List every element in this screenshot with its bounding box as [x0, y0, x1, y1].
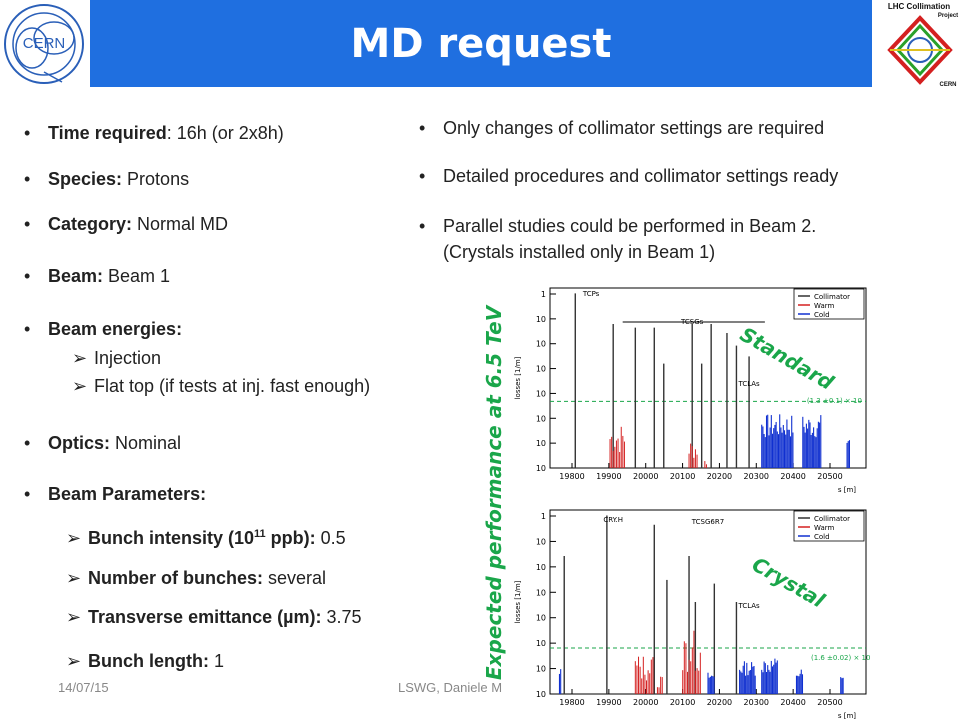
- y-tick-label: 10: [536, 315, 546, 324]
- x-tick-label: 20500: [817, 698, 842, 707]
- energy-item-flat-top: ➢ Flat top (if tests at inj. fast enough): [72, 376, 371, 396]
- bullet-category: • Category: Normal MD: [24, 214, 229, 234]
- legend-label: Warm: [814, 302, 835, 310]
- svg-text:LHC Collimation: LHC Collimation: [888, 2, 950, 11]
- x-tick-label: 20000: [633, 698, 658, 707]
- y-tick-label: 10: [536, 439, 546, 448]
- cern-logo: CERN: [4, 4, 84, 84]
- legend-label: Collimator: [814, 293, 850, 301]
- param-transverse-emittance: ➢ Transverse emittance (µm): 3.75: [66, 607, 362, 627]
- y-axis-label: losses [1/m]: [514, 580, 522, 623]
- x-tick-label: 20500: [817, 472, 842, 481]
- legend-label: Collimator: [814, 515, 850, 523]
- bullet-time-required: • Time required: 16h (or 2x8h): [24, 123, 284, 143]
- plot-annotation: (1.6 ±0.02) × 10: [811, 654, 871, 662]
- x-tick-label: 20300: [744, 472, 769, 481]
- x-tick-label: 20400: [780, 472, 805, 481]
- legend-label: Warm: [814, 524, 835, 532]
- figure-vertical-label: Expected performance at 6.5 TeV: [482, 305, 506, 680]
- y-tick-label: 10: [536, 389, 546, 398]
- y-tick-label: 10: [536, 365, 546, 374]
- bullet-beam-energies: • Beam energies:: [24, 319, 183, 339]
- footer-date: 14/07/15: [58, 680, 109, 695]
- y-tick-label: 10: [536, 340, 546, 349]
- plot-annotation: CRY.H: [603, 516, 623, 524]
- loss-map-crystal: 1 10 10 10 10 10 10 10 19800 19900 20000 20100 20200…: [508, 498, 876, 720]
- y-tick-label: 10: [536, 588, 546, 597]
- right-bullet-crystals-note: (Crystals installed only in Beam 1): [443, 242, 716, 262]
- x-tick-label: 20200: [707, 698, 732, 707]
- legend-label: Cold: [814, 533, 830, 541]
- y-tick-label: 1: [541, 512, 546, 521]
- x-tick-label: 20000: [633, 472, 658, 481]
- svg-text:CERN: CERN: [939, 82, 956, 88]
- x-tick-label: 20400: [780, 698, 805, 707]
- y-tick-label: 10: [536, 690, 546, 699]
- x-axis-label: s [m]: [838, 712, 856, 720]
- y-tick-label: 10: [536, 414, 546, 423]
- footer-author: LSWG, Daniele M: [398, 680, 503, 695]
- y-tick-label: 10: [536, 464, 546, 473]
- loss-map-standard: 1 10 10 10 10 10 10 10 19800 19900 20000 20100 20200…: [508, 276, 876, 494]
- y-tick-label: 10: [536, 537, 546, 546]
- page-title: MD request: [350, 20, 612, 67]
- lhc-collimation-logo: LHC Collimation Project CERN: [876, 0, 960, 89]
- plot-annotation: TCPs: [582, 290, 600, 298]
- plot-annotation: TCLAs: [737, 602, 760, 610]
- x-tick-label: 19900: [596, 698, 621, 707]
- y-tick-label: 10: [536, 563, 546, 572]
- right-bullet-procedures: • Detailed procedures and collimator sett…: [419, 166, 839, 186]
- legend-label: Cold: [814, 311, 830, 319]
- param-number-of-bunches: ➢ Number of bunches: several: [66, 568, 327, 588]
- x-tick-label: 19800: [559, 698, 584, 707]
- x-tick-label: 20100: [670, 472, 695, 481]
- y-tick-label: 10: [536, 639, 546, 648]
- bullet-species: • Species: Protons: [24, 169, 190, 189]
- y-tick-label: 1: [541, 290, 546, 299]
- energy-item-injection: ➢ Injection: [72, 348, 162, 368]
- plot-annotation: (1.3 ±0.1) × 10: [807, 397, 862, 405]
- x-tick-label: 20200: [707, 472, 732, 481]
- y-axis-label: losses [1/m]: [514, 356, 522, 399]
- y-tick-label: 10: [536, 665, 546, 674]
- title-band: [90, 0, 872, 87]
- bullet-optics: • Optics: Nominal: [24, 433, 182, 453]
- svg-text:Project: Project: [938, 13, 958, 19]
- x-tick-label: 19900: [596, 472, 621, 481]
- plot-annotation: TCLAs: [737, 380, 760, 388]
- bullet-beam: • Beam: Beam 1: [24, 266, 171, 286]
- x-tick-label: 19800: [559, 472, 584, 481]
- plot-annotation: TCSG6R7: [691, 518, 724, 526]
- right-bullet-parallel: • Parallel studies could be performed in …: [419, 216, 817, 236]
- param-bunch-length: ➢ Bunch length: 1: [66, 651, 224, 671]
- right-bullet-settings: • Only changes of collimator settings are…: [419, 118, 825, 138]
- cern-logo-text: CERN: [23, 35, 66, 52]
- x-axis-label: s [m]: [838, 486, 856, 494]
- param-bunch-intensity: ➢ Bunch intensity (1011 ppb): 0.5: [66, 528, 346, 548]
- x-tick-label: 20100: [670, 698, 695, 707]
- bullet-beam-parameters: • Beam Parameters:: [24, 484, 207, 504]
- x-tick-label: 20300: [744, 698, 769, 707]
- y-tick-label: 10: [536, 614, 546, 623]
